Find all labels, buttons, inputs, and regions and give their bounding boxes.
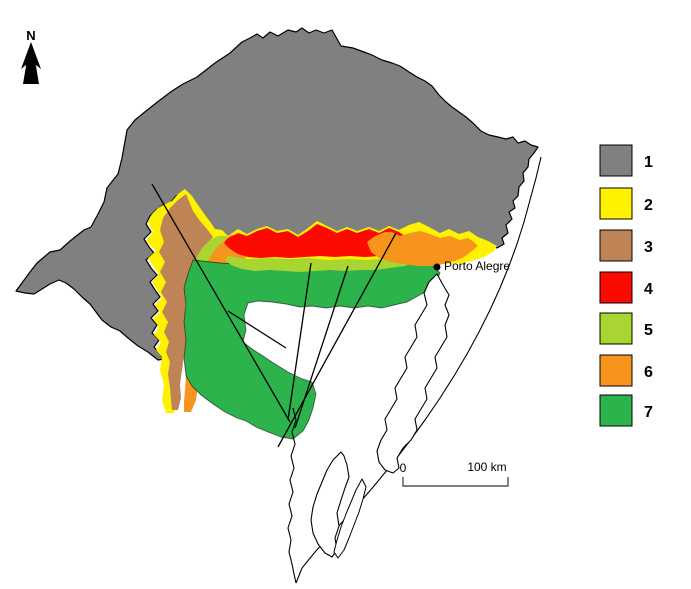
legend-label-6: 6 bbox=[644, 364, 653, 381]
legend-item: 5 bbox=[599, 312, 653, 345]
lineament-line bbox=[277, 232, 397, 448]
legend-item: 6 bbox=[599, 354, 653, 387]
region-zone-5-band bbox=[225, 254, 416, 272]
legend-item: 3 bbox=[599, 229, 653, 262]
legend-label-5: 5 bbox=[644, 322, 653, 339]
scale-start-label: 0 bbox=[400, 461, 407, 475]
legend-swatch-7 bbox=[599, 394, 633, 427]
state-south-border bbox=[287, 407, 297, 584]
region-zone-1 bbox=[15, 27, 539, 361]
lineament-line bbox=[227, 310, 287, 349]
region-zone-4 bbox=[224, 224, 410, 258]
legend-swatch-2 bbox=[599, 187, 633, 220]
legend-label-4: 4 bbox=[644, 281, 653, 298]
region-zone-6-east bbox=[367, 231, 478, 266]
scale-bar-line bbox=[402, 477, 509, 487]
lagoa-mangueira-outline bbox=[333, 478, 367, 559]
legend-label-3: 3 bbox=[644, 239, 653, 256]
legend-label-7: 7 bbox=[644, 404, 653, 421]
scale-end-label: 100 km bbox=[467, 460, 506, 474]
legend-swatch-1 bbox=[599, 144, 633, 177]
city-marker-dot bbox=[433, 263, 441, 271]
legend-item: 7 bbox=[599, 394, 653, 427]
lagoa-mirim-outline bbox=[310, 451, 350, 558]
north-arrow-icon bbox=[21, 42, 41, 69]
legend: 1 2 3 4 5 6 7 bbox=[599, 144, 653, 427]
north-arrow-icon bbox=[23, 60, 39, 84]
lineament-line bbox=[151, 183, 291, 423]
north-arrow: N bbox=[21, 28, 41, 84]
legend-swatch-5 bbox=[599, 312, 633, 345]
legend-swatch-6 bbox=[599, 354, 633, 387]
city-label: Porto Alegre bbox=[444, 259, 510, 273]
lineament-line bbox=[287, 262, 312, 421]
legend-label-2: 2 bbox=[644, 197, 653, 214]
north-label: N bbox=[26, 28, 35, 43]
legend-item: 2 bbox=[599, 187, 653, 220]
legend-label-1: 1 bbox=[644, 154, 653, 171]
lagoa-dos-patos-outline bbox=[376, 273, 450, 474]
lineament-lines bbox=[151, 183, 397, 448]
coastline bbox=[295, 156, 542, 584]
legend-item: 1 bbox=[599, 144, 653, 177]
scale-bar: 0 100 km bbox=[400, 460, 509, 487]
legend-item: 4 bbox=[599, 271, 653, 304]
legend-swatch-3 bbox=[599, 229, 633, 262]
legend-swatch-4 bbox=[599, 271, 633, 304]
